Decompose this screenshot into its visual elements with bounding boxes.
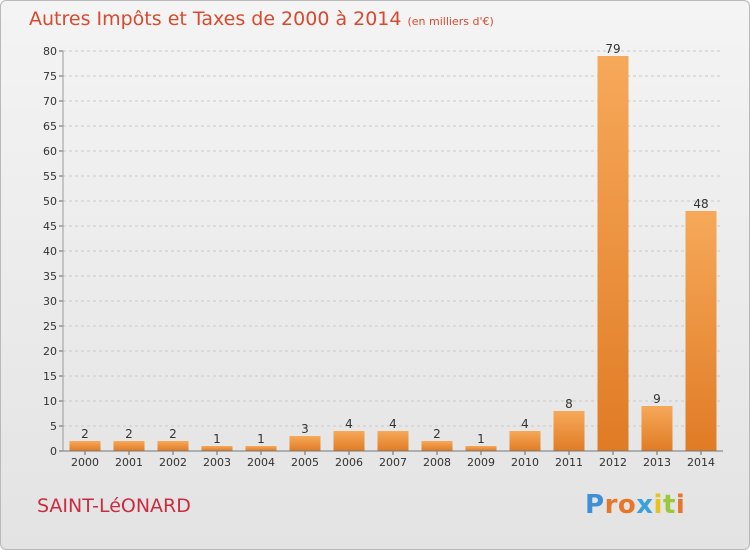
bars xyxy=(69,56,717,451)
y-tick-label: 30 xyxy=(43,295,57,308)
y-tick-label: 70 xyxy=(43,95,57,108)
y-tick-label: 55 xyxy=(43,170,57,183)
data-label: 79 xyxy=(605,42,620,56)
data-label: 48 xyxy=(693,197,708,211)
bar xyxy=(69,441,101,451)
data-label: 1 xyxy=(213,432,221,446)
grid-lines xyxy=(63,50,723,427)
bar xyxy=(641,406,673,451)
y-tick-label: 5 xyxy=(50,420,57,433)
x-tick-label: 2014 xyxy=(687,456,715,469)
bar xyxy=(245,446,277,451)
x-tick-label: 2004 xyxy=(247,456,275,469)
y-tick-label: 25 xyxy=(43,320,57,333)
y-tick-label: 50 xyxy=(43,195,57,208)
data-label: 4 xyxy=(345,417,353,431)
data-label: 4 xyxy=(389,417,397,431)
bar xyxy=(157,441,189,451)
bar xyxy=(553,411,585,451)
logo-letter: x xyxy=(636,490,654,520)
y-tick-label: 0 xyxy=(50,445,57,458)
logo-letter: P xyxy=(585,490,605,520)
bar xyxy=(377,431,409,451)
bar xyxy=(685,211,717,451)
bar xyxy=(289,436,321,451)
data-label: 2 xyxy=(433,427,441,441)
x-tick-label: 2001 xyxy=(115,456,143,469)
y-axis-ticks: 0 5 10 15 20 25 30 35 40 45 50 55 60 65 70 75 80 xyxy=(43,45,64,458)
logo-letter: i xyxy=(675,490,686,520)
logo-letter: i xyxy=(653,490,663,520)
x-tick-label: 2007 xyxy=(379,456,407,469)
bar xyxy=(113,441,145,451)
data-label: 2 xyxy=(125,427,133,441)
x-tick-label: 2010 xyxy=(511,456,539,469)
x-tick-label: 2012 xyxy=(599,456,627,469)
y-tick-label: 40 xyxy=(43,245,57,258)
y-tick-label: 15 xyxy=(43,370,57,383)
data-label: 2 xyxy=(169,427,177,441)
commune-name: SAINT-LéONARD xyxy=(37,495,191,517)
x-tick-label: 2008 xyxy=(423,456,451,469)
x-tick-label: 2009 xyxy=(467,456,495,469)
y-tick-label: 80 xyxy=(43,45,57,58)
x-tick-label: 2000 xyxy=(71,456,99,469)
bar xyxy=(509,431,541,451)
chart-title: Autres Impôts et Taxes de 2000 à 2014 (en… xyxy=(29,8,494,30)
bar xyxy=(421,441,453,451)
x-axis-ticks: 2000 2001 2002 2003 2004 2005 2006 2007 2008 2009… xyxy=(71,451,715,469)
y-tick-label: 65 xyxy=(43,120,57,133)
y-tick-label: 60 xyxy=(43,145,57,158)
bar xyxy=(333,431,365,451)
data-label: 1 xyxy=(257,432,265,446)
data-label: 3 xyxy=(301,422,309,436)
logo-letter: t xyxy=(662,490,676,520)
x-tick-label: 2005 xyxy=(291,456,319,469)
x-tick-label: 2003 xyxy=(203,456,231,469)
proxiti-logo: Proxiti xyxy=(585,490,685,520)
y-tick-label: 45 xyxy=(43,220,57,233)
logo-letter: r xyxy=(604,490,618,520)
x-tick-label: 2002 xyxy=(159,456,187,469)
logo-letter: o xyxy=(617,490,637,520)
data-label: 4 xyxy=(521,417,529,431)
chart-title-main: Autres Impôts et Taxes de 2000 à 2014 xyxy=(29,8,402,30)
y-tick-label: 35 xyxy=(43,270,57,283)
y-tick-label: 10 xyxy=(43,395,57,408)
data-label: 8 xyxy=(565,397,573,411)
bar xyxy=(201,446,233,451)
data-label: 9 xyxy=(653,392,661,406)
y-tick-label: 20 xyxy=(43,345,57,358)
chart-title-unit: (en milliers d'€) xyxy=(407,15,494,28)
y-tick-label: 75 xyxy=(43,70,57,83)
x-tick-label: 2011 xyxy=(555,456,583,469)
x-tick-label: 2013 xyxy=(643,456,671,469)
x-tick-label: 2006 xyxy=(335,456,363,469)
bar xyxy=(465,446,497,451)
data-label: 2 xyxy=(81,427,89,441)
bar xyxy=(597,56,629,451)
data-label: 1 xyxy=(477,432,485,446)
